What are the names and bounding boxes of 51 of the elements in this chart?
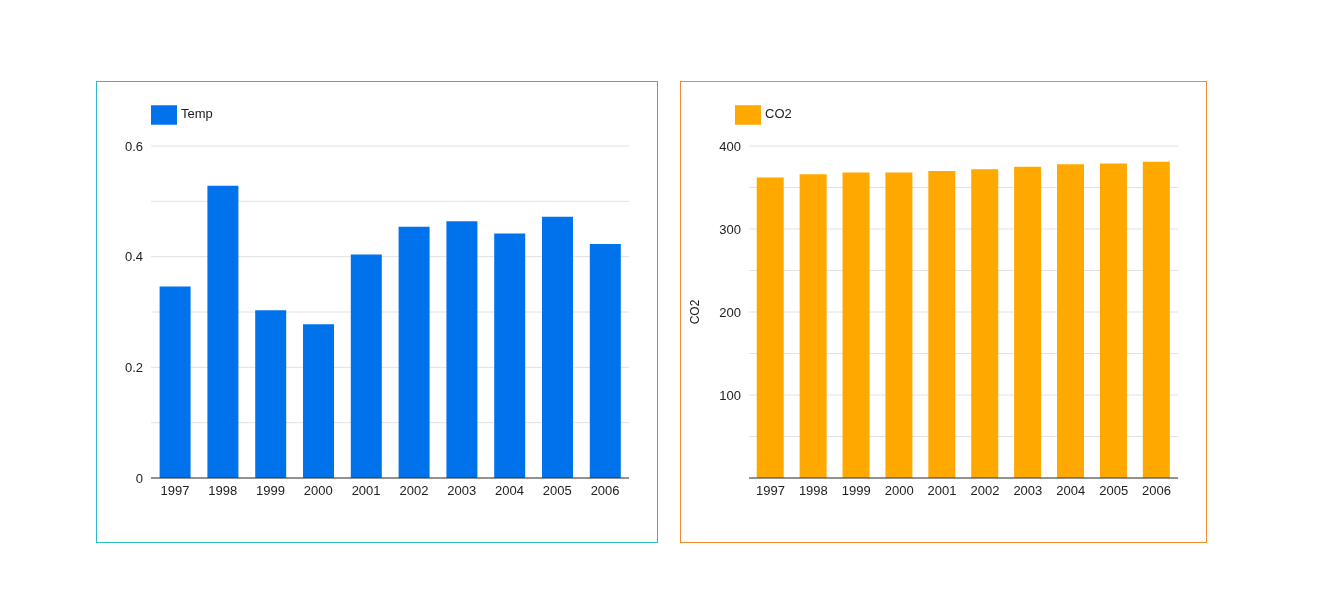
- y-tick-label: 100: [719, 387, 741, 403]
- x-tick-label: 2004: [495, 483, 524, 499]
- bar: [842, 172, 870, 478]
- x-tick-label: 1997: [755, 483, 785, 499]
- x-tick-label: 1998: [208, 483, 238, 499]
- y-tick-label: 0.4: [124, 249, 143, 265]
- y-axis-title: CO2: [688, 299, 703, 325]
- bar: [799, 174, 827, 478]
- bar: [350, 254, 382, 478]
- x-tick-label: 2003: [1013, 483, 1043, 499]
- bar: [1142, 161, 1170, 478]
- bar: [1057, 164, 1085, 478]
- bar: [494, 233, 526, 478]
- bar: [159, 286, 191, 478]
- x-tick-label: 1997: [160, 483, 190, 499]
- x-tick-label: 2002: [399, 483, 429, 499]
- x-tick-label: 2000: [884, 483, 914, 499]
- bar: [542, 216, 573, 478]
- x-tick-label: 2006: [590, 483, 620, 499]
- x-tick-label: 1998: [798, 483, 828, 499]
- legend-label: CO2: [765, 106, 792, 122]
- x-tick-label: 2001: [927, 483, 957, 499]
- bar: [928, 170, 956, 478]
- y-tick-label: 0.6: [124, 138, 143, 154]
- bar: [446, 221, 478, 478]
- bar: [885, 172, 913, 478]
- y-tick-label: 0.2: [124, 359, 143, 375]
- x-tick-label: 2000: [303, 483, 333, 499]
- x-tick-label: 1999: [841, 483, 871, 499]
- y-tick-label: 0: [135, 470, 143, 486]
- legend-label: Temp: [181, 106, 213, 122]
- bar: [589, 243, 621, 478]
- bar: [1099, 163, 1127, 478]
- x-tick-label: 2002: [970, 483, 1000, 499]
- bar: [1014, 166, 1042, 478]
- bar: [971, 169, 999, 478]
- bar: [398, 226, 430, 478]
- bar: [756, 177, 784, 478]
- x-tick-label: 2005: [1099, 483, 1129, 499]
- y-tick-label: 300: [719, 221, 741, 237]
- x-tick-label: 2005: [542, 483, 572, 499]
- x-tick-label: 2006: [1142, 483, 1172, 499]
- bar: [255, 310, 287, 478]
- x-tick-label: 2001: [351, 483, 381, 499]
- y-tick-label: 200: [719, 304, 741, 320]
- x-tick-label: 2003: [447, 483, 477, 499]
- bar: [207, 185, 239, 478]
- x-tick-label: 1999: [256, 483, 285, 499]
- bar: [303, 324, 334, 478]
- y-tick-label: 400: [719, 138, 741, 154]
- x-tick-label: 2004: [1056, 483, 1086, 499]
